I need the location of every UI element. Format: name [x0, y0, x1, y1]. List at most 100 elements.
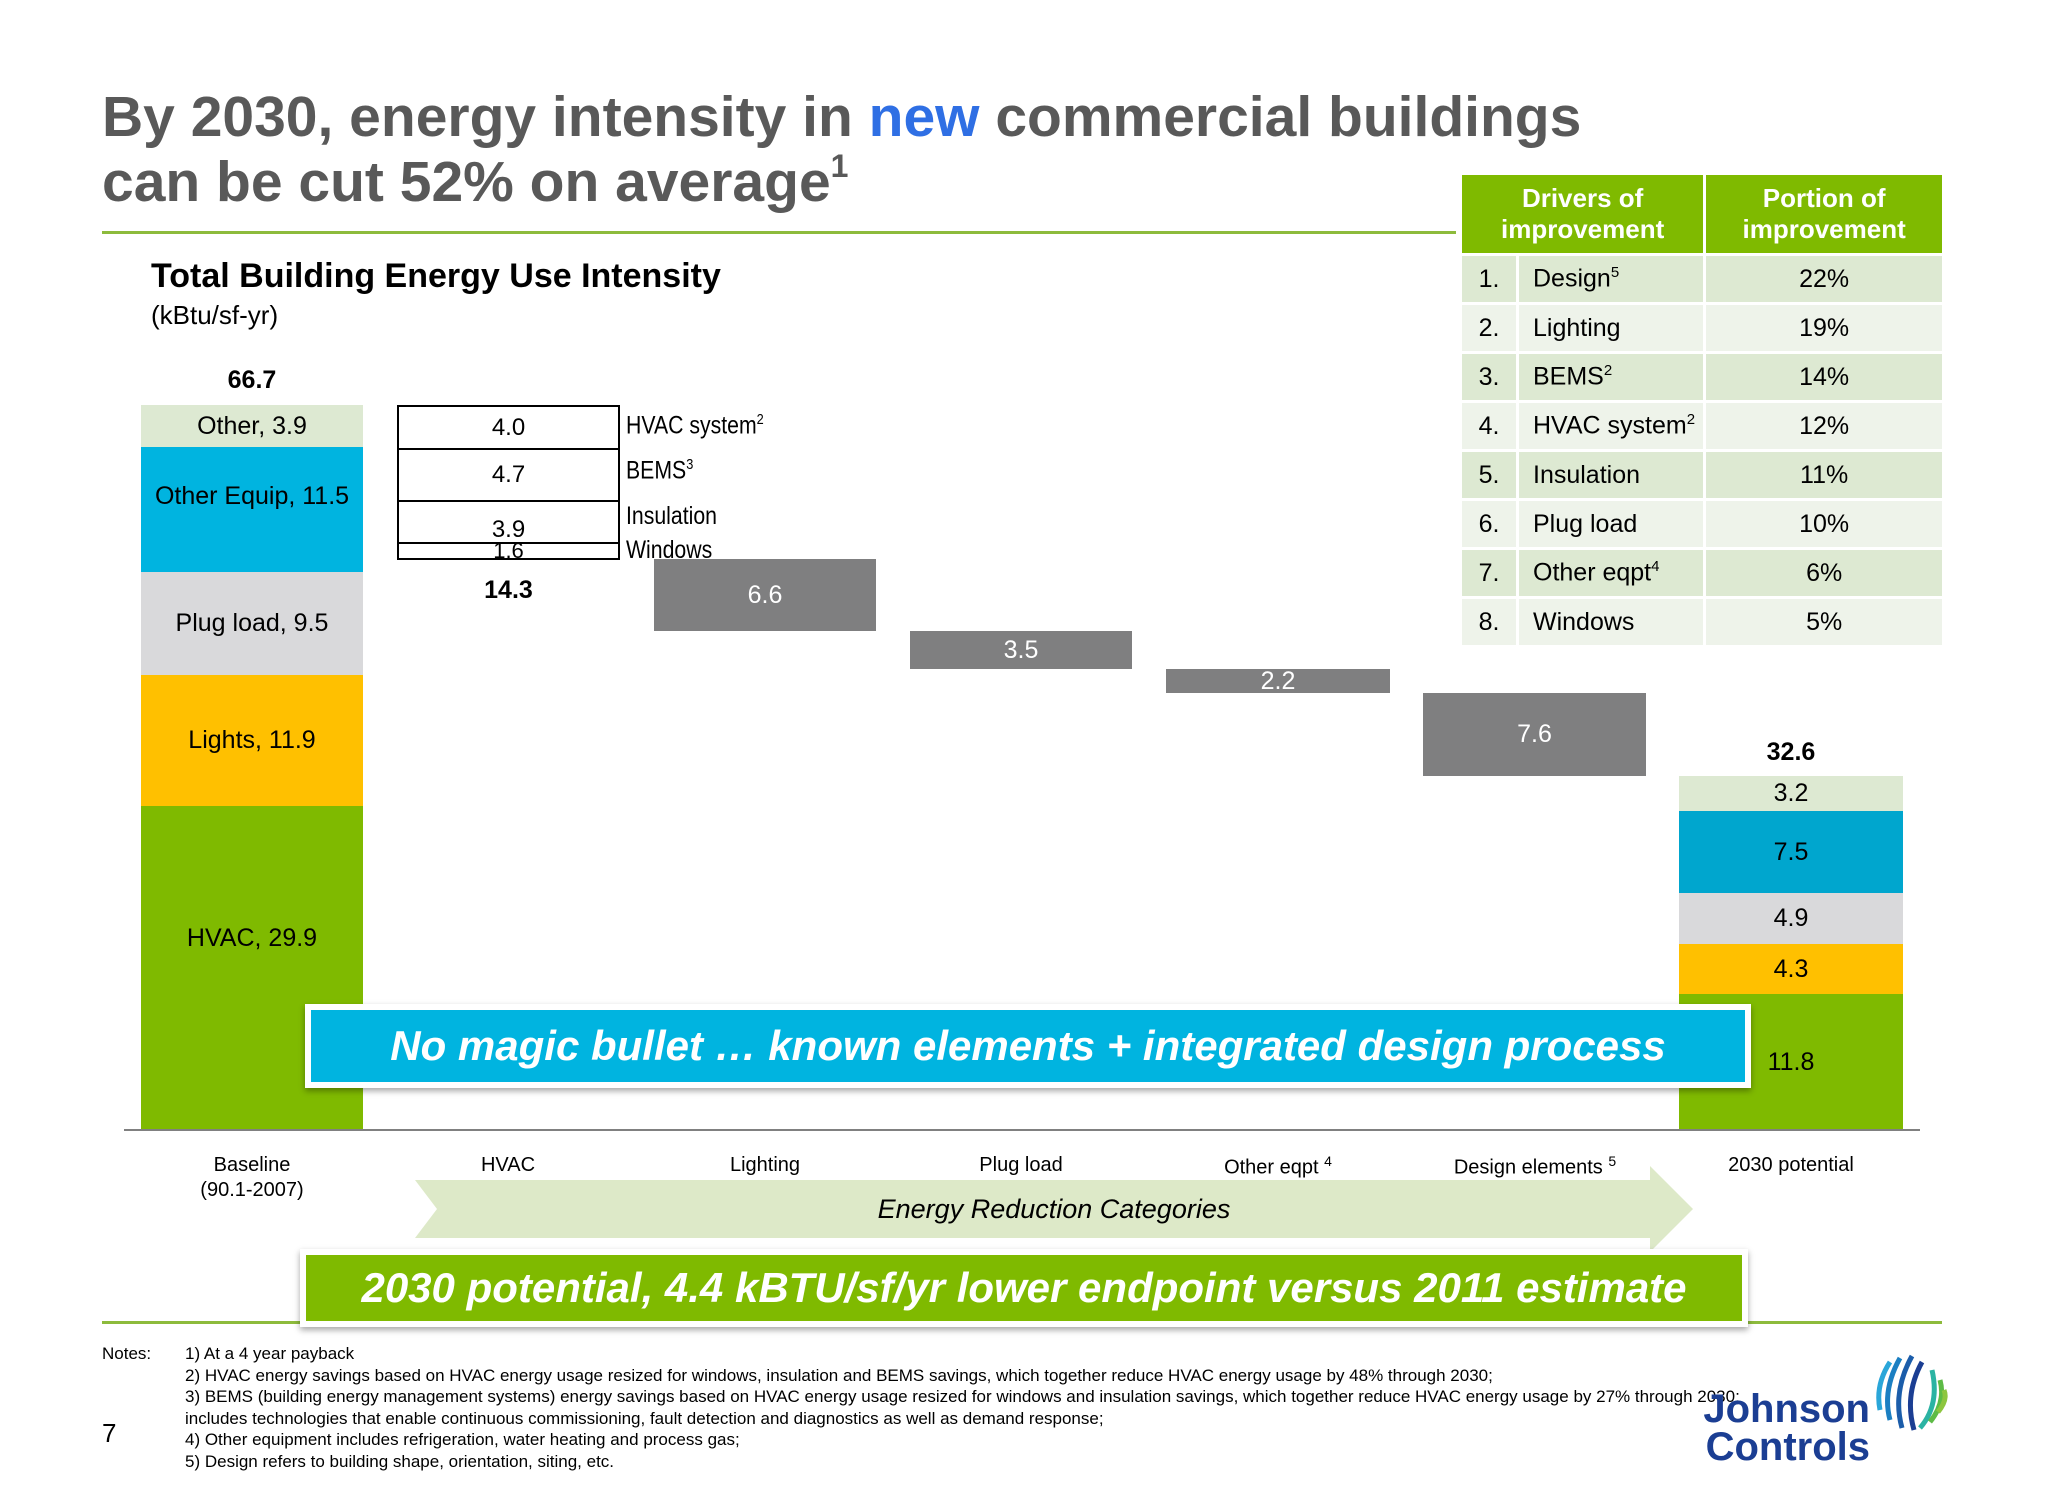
row-portion: 22% [1706, 256, 1942, 302]
insulation-label: Insulation [626, 502, 717, 530]
x-label-hvac: HVAC [480, 1154, 536, 1176]
bems-label: BEMS3 [626, 456, 693, 485]
segment-label: Lights, 11.9 [188, 726, 316, 754]
row-driver: Design5 [1519, 256, 1704, 302]
driver-text: Design [1533, 264, 1611, 293]
row-portion: 6% [1706, 550, 1942, 596]
baseline-other-segment: Other, 3.9 [141, 405, 363, 447]
table-row: 3. BEMS2 14% [1462, 354, 1942, 400]
notes-list: 1) At a 4 year payback 2) HVAC energy sa… [185, 1343, 1740, 1472]
segment-label: 4.3 [1773, 954, 1809, 983]
label-subtext: (90.1-2007) [200, 1179, 304, 1201]
segment-label: Other, 3.9 [197, 411, 307, 440]
row-driver: BEMS2 [1519, 354, 1704, 400]
segment-label: Other Equip, 11.5 [154, 482, 350, 510]
x-axis-line [124, 1129, 1920, 1131]
row-driver: Windows [1519, 599, 1704, 645]
page-number: 7 [102, 1418, 117, 1448]
label-text: Design elements [1453, 1156, 1603, 1179]
x-label-other-eqpt: Other eqpt 4 [1148, 1153, 1408, 1181]
johnson-controls-logo-icon [1876, 1354, 1948, 1431]
header-drivers: Drivers of improvement [1462, 175, 1704, 253]
row-driver: Lighting [1519, 305, 1704, 351]
driver-text: BEMS [1533, 362, 1604, 391]
table-row: 6. Plug load 10% [1462, 501, 1942, 547]
x-label-lighting: Lighting [729, 1154, 801, 1176]
hvac-total: 14.3 [484, 576, 533, 604]
footnote-mark: 4 [1324, 1153, 1332, 1169]
footnote-mark: 2 [1686, 411, 1696, 429]
row-number: 6. [1462, 501, 1516, 547]
row-portion: 5% [1706, 599, 1942, 645]
label-text: Baseline [213, 1154, 291, 1176]
baseline-otherequip-segment: Other Equip, 11.5 [141, 447, 363, 572]
note-2: 2) HVAC energy savings based on HVAC ene… [185, 1365, 1493, 1385]
label-text: Other eqpt [1224, 1156, 1319, 1179]
row-number: 8. [1462, 599, 1516, 645]
row-driver: HVAC system2 [1519, 403, 1704, 449]
segment-label: HVAC, 29.9 [186, 924, 318, 952]
label-text: HVAC system [626, 411, 757, 440]
table-row: 7. Other eqpt4 6% [1462, 550, 1942, 596]
row-number: 3. [1462, 354, 1516, 400]
row-number: 2. [1462, 305, 1516, 351]
row-driver: Other eqpt4 [1519, 550, 1704, 596]
hvac-system-label: HVAC system2 [626, 411, 764, 440]
value-label: 4.0 [491, 413, 526, 441]
segment-label: Plug load, 9.5 [175, 609, 329, 637]
notes-label: Notes: [102, 1344, 152, 1363]
footnote-mark: 5 [1608, 1153, 1617, 1169]
note-3-continued: includes technologies that enable contin… [185, 1408, 1104, 1428]
note-4: 4) Other equipment includes refrigeratio… [185, 1430, 740, 1449]
potential-otherequip-segment: 7.5 [1679, 811, 1903, 893]
baseline-total: 66.7 [227, 366, 277, 394]
baseline-hvac-segment: HVAC, 29.9 [141, 806, 363, 1130]
title-text: commercial buildings [979, 85, 1582, 149]
row-portion: 10% [1706, 501, 1942, 547]
value-label: 3.9 [491, 516, 526, 543]
potential-other-segment: 3.2 [1679, 776, 1903, 811]
title-text: By 2030, energy intensity in [102, 85, 869, 149]
value-label: 4.7 [491, 461, 526, 488]
row-number: 1. [1462, 256, 1516, 302]
x-label-design-elements: Design elements 5 [1405, 1153, 1665, 1181]
driver-text: Windows [1533, 607, 1635, 636]
bems-box: 4.7 [397, 448, 620, 502]
windows-box: 1.6 [397, 542, 620, 560]
other-reduction-bar: 2.2 [1166, 666, 1390, 695]
value-label: 2.2 [1260, 666, 1296, 695]
note-5: 5) Design refers to building shape, orie… [185, 1451, 615, 1471]
segment-label: 4.9 [1773, 904, 1809, 932]
hvac-system-box: 4.0 [397, 405, 620, 450]
potential-plug-segment: 4.9 [1679, 893, 1903, 944]
row-portion: 11% [1706, 452, 1942, 498]
value-label: 6.6 [747, 580, 783, 609]
2030-potential-banner: 2030 potential, 4.4 kBTU/sf/yr lower end… [300, 1249, 1748, 1327]
driver-text: HVAC system [1533, 411, 1687, 440]
driver-text: Plug load [1533, 509, 1638, 538]
plug-reduction-bar: 3.5 [910, 631, 1132, 669]
insulation-box: 3.9 [397, 500, 620, 544]
table-row: 4. HVAC system2 12% [1462, 403, 1942, 449]
table-row: 8. Windows 5% [1462, 599, 1942, 645]
potential-lights-segment: 4.3 [1679, 944, 1903, 994]
driver-text: Lighting [1533, 313, 1621, 342]
row-driver: Insulation [1519, 452, 1704, 498]
value-label: 1.6 [493, 542, 524, 560]
page-title-line1: By 2030, energy intensity in new commerc… [102, 89, 1581, 146]
logo-line2: Controls [1705, 1425, 1870, 1469]
row-portion: 12% [1706, 403, 1942, 449]
x-label-plug-load: Plug load [979, 1154, 1063, 1176]
x-label-2030-potential: 2030 potential [1728, 1154, 1854, 1176]
title-text: can be cut 52% on average [102, 150, 831, 214]
row-number: 5. [1462, 452, 1516, 498]
chart-subtitle: (kBtu/sf-yr) [151, 300, 279, 330]
driver-text: Other eqpt [1533, 558, 1652, 587]
note-1: 1) At a 4 year payback [185, 1344, 355, 1363]
design-reduction-bar: 7.6 [1423, 693, 1646, 776]
footnote-mark: 2 [1603, 362, 1613, 380]
footnote-mark: 4 [1651, 558, 1660, 576]
title-divider [102, 231, 1456, 234]
baseline-lights-segment: Lights, 11.9 [141, 675, 363, 806]
